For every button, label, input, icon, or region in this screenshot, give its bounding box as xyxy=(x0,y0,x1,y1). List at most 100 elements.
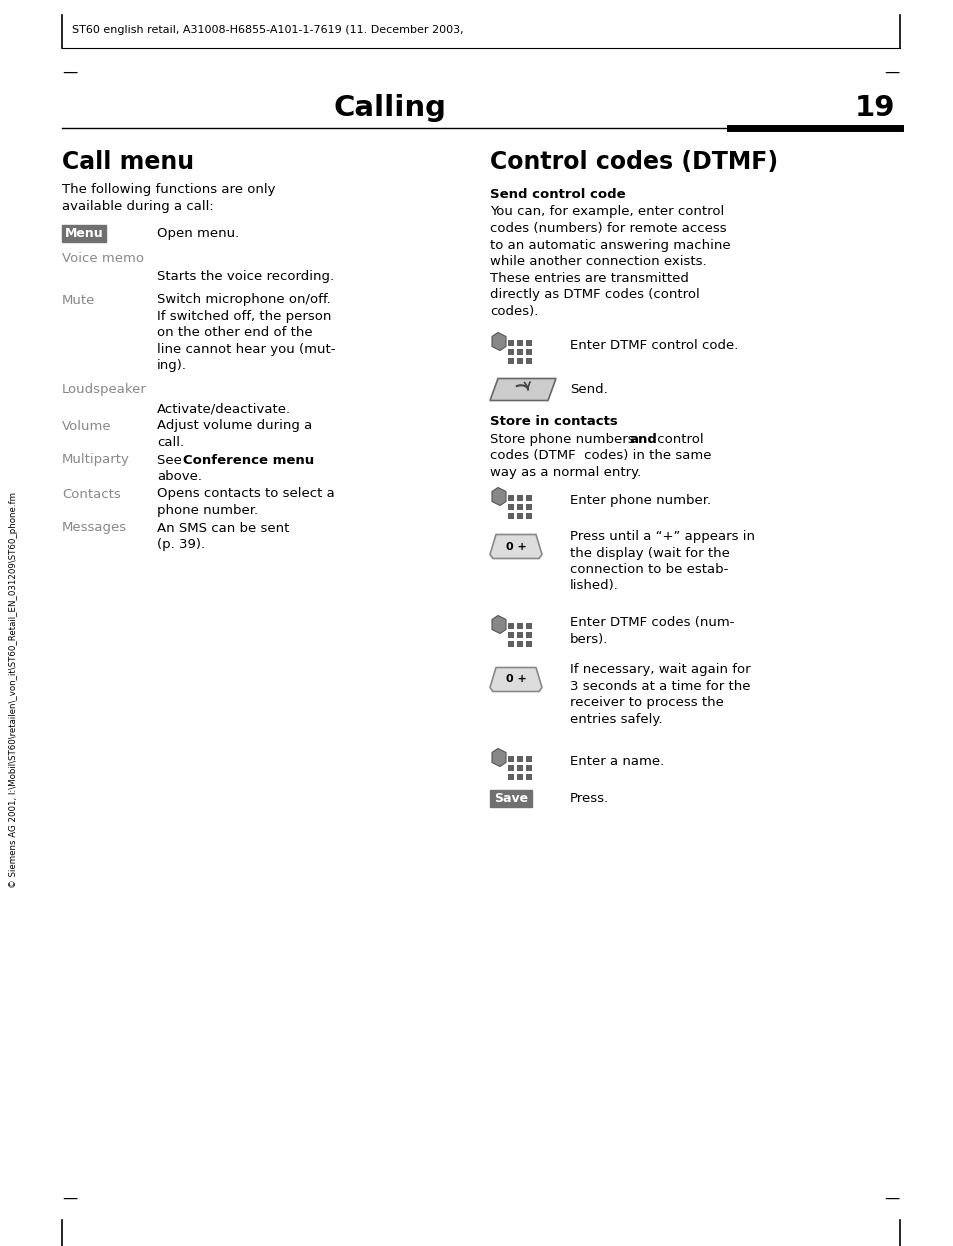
Text: control: control xyxy=(652,434,703,446)
Bar xyxy=(507,755,514,761)
Text: Multiparty: Multiparty xyxy=(62,454,130,466)
Text: phone number.: phone number. xyxy=(157,503,258,517)
Polygon shape xyxy=(490,668,541,692)
Text: lished).: lished). xyxy=(569,579,618,593)
Bar xyxy=(507,358,514,364)
Text: Send control code: Send control code xyxy=(490,187,625,201)
Text: and: and xyxy=(628,434,657,446)
Text: on the other end of the: on the other end of the xyxy=(157,326,313,339)
Text: Save: Save xyxy=(494,791,528,805)
Text: Store in contacts: Store in contacts xyxy=(490,415,618,427)
Text: Messages: Messages xyxy=(62,522,127,535)
Text: Calling: Calling xyxy=(334,93,446,122)
Bar xyxy=(517,623,522,628)
Text: You can, for example, enter control: You can, for example, enter control xyxy=(490,206,723,218)
Polygon shape xyxy=(492,749,505,766)
Text: The following functions are only: The following functions are only xyxy=(62,183,275,197)
Text: 19: 19 xyxy=(854,93,894,122)
Text: Open menu.: Open menu. xyxy=(157,227,239,240)
Text: —: — xyxy=(883,1190,899,1205)
Bar xyxy=(517,358,522,364)
Bar xyxy=(507,495,514,501)
Bar xyxy=(507,632,514,638)
Text: Enter DTMF codes (num-: Enter DTMF codes (num- xyxy=(569,616,734,629)
Bar xyxy=(507,503,514,510)
Text: the display (wait for the: the display (wait for the xyxy=(569,547,729,559)
Text: Switch microphone on/off.: Switch microphone on/off. xyxy=(157,294,331,307)
Text: Press.: Press. xyxy=(569,791,608,805)
Polygon shape xyxy=(492,333,505,350)
Bar xyxy=(507,640,514,647)
Text: Mute: Mute xyxy=(62,294,95,307)
Text: —: — xyxy=(62,1190,77,1205)
Text: Starts the voice recording.: Starts the voice recording. xyxy=(157,270,334,283)
Bar xyxy=(525,623,532,628)
Bar xyxy=(525,495,532,501)
Bar xyxy=(507,623,514,628)
Text: connection to be estab-: connection to be estab- xyxy=(569,563,727,576)
Text: available during a call:: available during a call: xyxy=(62,201,213,213)
Bar xyxy=(517,755,522,761)
Text: Call menu: Call menu xyxy=(62,150,193,174)
Text: Press until a “+” appears in: Press until a “+” appears in xyxy=(569,530,754,543)
FancyBboxPatch shape xyxy=(62,226,106,242)
Text: Send.: Send. xyxy=(569,383,607,396)
Text: Menu: Menu xyxy=(65,227,103,240)
Bar xyxy=(507,339,514,345)
Text: ST60 english retail, A31008-H6855-A101-1-7619 (11. December 2003,: ST60 english retail, A31008-H6855-A101-1… xyxy=(71,25,463,35)
Text: —: — xyxy=(883,65,899,80)
Text: Activate/deactivate.: Activate/deactivate. xyxy=(157,402,291,415)
Text: If necessary, wait again for: If necessary, wait again for xyxy=(569,663,750,677)
Bar xyxy=(517,339,522,345)
Bar xyxy=(525,765,532,770)
Bar xyxy=(517,512,522,518)
Bar xyxy=(525,339,532,345)
Bar xyxy=(525,755,532,761)
Text: (p. 39).: (p. 39). xyxy=(157,538,205,551)
Text: Store phone numbers: Store phone numbers xyxy=(490,434,639,446)
Text: See: See xyxy=(157,454,186,466)
Text: Enter phone number.: Enter phone number. xyxy=(569,493,710,507)
Bar xyxy=(517,774,522,780)
Polygon shape xyxy=(490,535,541,558)
Bar xyxy=(517,503,522,510)
Text: to an automatic answering machine: to an automatic answering machine xyxy=(490,238,730,252)
Text: 0 +: 0 + xyxy=(505,542,526,552)
Text: If switched off, the person: If switched off, the person xyxy=(157,310,331,323)
Bar xyxy=(517,765,522,770)
FancyBboxPatch shape xyxy=(490,790,532,806)
Bar xyxy=(525,640,532,647)
Text: Enter a name.: Enter a name. xyxy=(569,755,663,768)
Bar xyxy=(525,358,532,364)
Text: codes).: codes). xyxy=(490,304,537,318)
Text: —: — xyxy=(62,65,77,80)
Text: bers).: bers). xyxy=(569,633,608,645)
Text: Control codes (DTMF): Control codes (DTMF) xyxy=(490,150,778,174)
Text: Adjust volume during a: Adjust volume during a xyxy=(157,420,312,432)
Text: An SMS can be sent: An SMS can be sent xyxy=(157,522,289,535)
Bar xyxy=(517,495,522,501)
Text: © Siemens AG 2001, I:\Mobil\ST60\retailen\_von_it\ST60_Retail_EN_031209\ST60_pho: © Siemens AG 2001, I:\Mobil\ST60\retaile… xyxy=(10,492,18,888)
Text: directly as DTMF codes (control: directly as DTMF codes (control xyxy=(490,288,699,302)
Bar xyxy=(507,349,514,355)
Text: Opens contacts to select a: Opens contacts to select a xyxy=(157,487,335,501)
Bar xyxy=(525,632,532,638)
Text: codes (numbers) for remote access: codes (numbers) for remote access xyxy=(490,222,726,235)
Text: while another connection exists.: while another connection exists. xyxy=(490,255,706,268)
Bar xyxy=(517,349,522,355)
Text: above.: above. xyxy=(157,470,202,483)
Text: Conference menu: Conference menu xyxy=(183,454,314,466)
Bar xyxy=(507,774,514,780)
Text: Voice memo: Voice memo xyxy=(62,252,144,264)
Text: These entries are transmitted: These entries are transmitted xyxy=(490,272,688,284)
Bar xyxy=(507,512,514,518)
Bar xyxy=(507,765,514,770)
Text: entries safely.: entries safely. xyxy=(569,713,661,725)
Polygon shape xyxy=(492,487,505,506)
Text: codes (DTMF  codes) in the same: codes (DTMF codes) in the same xyxy=(490,450,711,462)
Text: Volume: Volume xyxy=(62,420,112,432)
Text: Contacts: Contacts xyxy=(62,487,121,501)
Polygon shape xyxy=(492,616,505,633)
Bar xyxy=(517,640,522,647)
Bar xyxy=(525,774,532,780)
